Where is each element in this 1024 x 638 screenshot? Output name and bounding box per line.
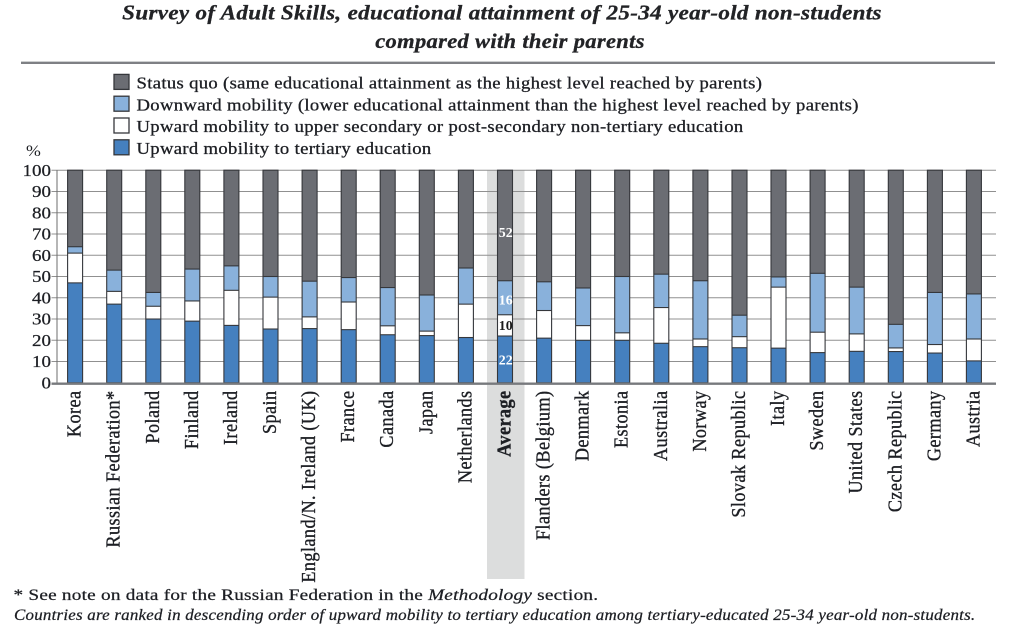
svg-text:Upward mobility to tertiary ed: Upward mobility to tertiary education bbox=[137, 139, 432, 158]
svg-text:Poland: Poland bbox=[142, 390, 164, 443]
svg-text:70: 70 bbox=[32, 225, 51, 244]
svg-text:Czech Republic: Czech Republic bbox=[885, 391, 907, 513]
svg-text:Finland: Finland bbox=[181, 390, 203, 449]
svg-text:10: 10 bbox=[499, 318, 513, 333]
svg-text:40: 40 bbox=[32, 289, 51, 308]
svg-text:16: 16 bbox=[499, 293, 513, 308]
svg-text:Austria: Austria bbox=[963, 390, 985, 447]
svg-text:Sweden: Sweden bbox=[807, 390, 829, 450]
svg-text:England/N. Ireland (UK): England/N. Ireland (UK) bbox=[299, 391, 321, 583]
svg-text:Ireland: Ireland bbox=[220, 390, 242, 445]
svg-text:compared with their parents: compared with their parents bbox=[375, 30, 645, 53]
svg-text:Norway: Norway bbox=[689, 390, 711, 451]
svg-text:Japan: Japan bbox=[416, 390, 438, 434]
svg-text:%: % bbox=[26, 142, 41, 160]
svg-text:Estonia: Estonia bbox=[611, 390, 633, 448]
svg-text:* See note on data for the Rus: * See note on data for the Russian Feder… bbox=[14, 586, 599, 604]
svg-text:100: 100 bbox=[23, 161, 52, 180]
svg-text:0: 0 bbox=[42, 374, 52, 393]
svg-text:30: 30 bbox=[32, 310, 51, 329]
svg-text:80: 80 bbox=[32, 204, 51, 223]
svg-text:Status quo (same educational a: Status quo (same educational attainment … bbox=[137, 74, 763, 93]
svg-text:Australia: Australia bbox=[650, 390, 672, 461]
svg-text:22: 22 bbox=[499, 353, 513, 368]
svg-text:60: 60 bbox=[32, 246, 51, 265]
svg-text:Survey of Adult Skills, educat: Survey of Adult Skills, educational atta… bbox=[122, 0, 882, 24]
svg-text:Russian Federation*: Russian Federation* bbox=[103, 391, 125, 548]
svg-text:Countries are ranked in descen: Countries are ranked in descending order… bbox=[14, 607, 975, 624]
svg-text:Denmark: Denmark bbox=[572, 390, 594, 461]
svg-text:Germany: Germany bbox=[924, 390, 946, 461]
svg-text:52: 52 bbox=[499, 225, 513, 240]
svg-text:50: 50 bbox=[32, 267, 51, 286]
svg-text:20: 20 bbox=[32, 331, 51, 350]
svg-text:Spain: Spain bbox=[259, 390, 281, 434]
svg-text:United States: United States bbox=[846, 391, 868, 494]
svg-text:Italy: Italy bbox=[767, 390, 789, 426]
svg-text:Slovak Republic: Slovak Republic bbox=[728, 391, 750, 518]
svg-text:Netherlands: Netherlands bbox=[455, 391, 477, 484]
svg-text:Canada: Canada bbox=[377, 390, 399, 447]
svg-text:Average: Average bbox=[494, 391, 516, 457]
svg-text:France: France bbox=[338, 391, 360, 443]
svg-text:Upward mobility to upper secon: Upward mobility to upper secondary or po… bbox=[137, 117, 744, 136]
svg-text:Flanders (Belgium): Flanders (Belgium) bbox=[533, 391, 555, 541]
svg-text:Korea: Korea bbox=[64, 390, 86, 437]
svg-text:Downward mobility (lower educa: Downward mobility (lower educational att… bbox=[137, 95, 859, 114]
svg-text:10: 10 bbox=[32, 352, 51, 371]
svg-text:90: 90 bbox=[32, 182, 51, 201]
